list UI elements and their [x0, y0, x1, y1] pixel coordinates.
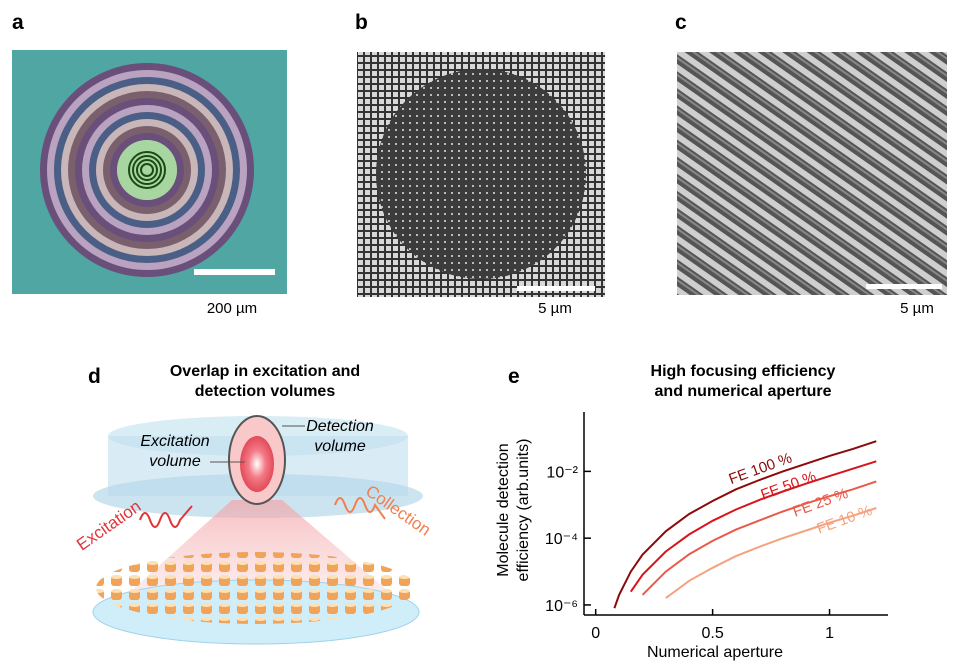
lens-area [376, 69, 586, 279]
scale-bar [194, 269, 275, 275]
micrograph [677, 52, 947, 295]
chart-title: High focusing efficiency [651, 363, 836, 380]
panel-label: c [675, 11, 687, 34]
y-axis-label: Molecule detection [495, 443, 512, 576]
panel-label: e [508, 365, 520, 388]
panel-label: b [355, 11, 368, 34]
figure: a 200 µm b 5 µm c 5 µm d Overlap in exci… [0, 0, 961, 662]
panel-c: c 5 µm [675, 11, 947, 317]
annotation: volume [314, 438, 366, 455]
panel-title: detection volumes [195, 383, 336, 400]
annotation: Detection [306, 418, 374, 435]
scale-bar-label: 5 µm [900, 300, 934, 317]
scale-bar [517, 286, 595, 291]
y-axis-label: efficiency (arb.units) [515, 439, 532, 582]
panel-title: Overlap in excitation and [170, 363, 360, 380]
lens-rings [40, 63, 254, 277]
scale-bar-label: 200 µm [207, 300, 257, 317]
y-tick-label: 10⁻⁴ [545, 531, 578, 548]
panel-b: b 5 µm [355, 11, 605, 317]
x-tick-label: 0 [591, 625, 600, 642]
panel-d: d Overlap in excitation and detection vo… [73, 363, 434, 644]
panel-a: a 200 µm [12, 11, 287, 317]
annotation: Excitation [140, 433, 209, 450]
y-tick-label: 10⁻⁶ [545, 598, 578, 615]
x-axis-label: Numerical aperture [647, 644, 783, 661]
panel-e: e High focusing efficiency and numerical… [495, 363, 888, 661]
scale-bar-label: 5 µm [538, 300, 572, 317]
x-tick-label: 1 [825, 625, 834, 642]
scale-bar [866, 284, 942, 289]
panel-label: d [88, 365, 101, 388]
x-tick-label: 0.5 [701, 625, 723, 642]
panel-label: a [12, 11, 24, 34]
y-tick-label: 10⁻² [546, 464, 578, 481]
annotation: volume [149, 453, 201, 470]
chart-title: and numerical aperture [655, 383, 832, 400]
nanopillars [96, 552, 416, 624]
lens-center [117, 140, 177, 200]
excitation-volume [240, 436, 274, 492]
